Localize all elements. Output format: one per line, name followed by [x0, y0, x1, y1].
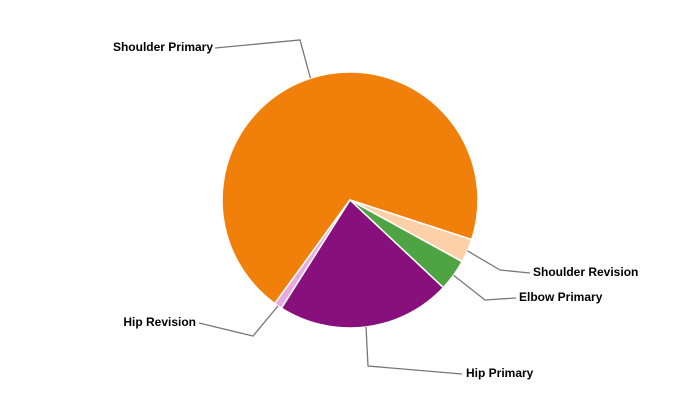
leader-line: [365, 326, 463, 375]
leader-line: [214, 39, 312, 79]
slice-label: Hip Primary: [466, 366, 534, 380]
pie-slice: [280, 198, 445, 329]
slice-label: Hip Revision: [123, 315, 196, 329]
leader-line: [198, 305, 279, 337]
slice-label: Shoulder Revision: [533, 265, 638, 279]
leader-line: [467, 250, 531, 274]
slice-label: Elbow Primary: [519, 290, 603, 304]
leader-line: [453, 274, 517, 301]
slice-label: Shoulder Primary: [113, 40, 213, 54]
